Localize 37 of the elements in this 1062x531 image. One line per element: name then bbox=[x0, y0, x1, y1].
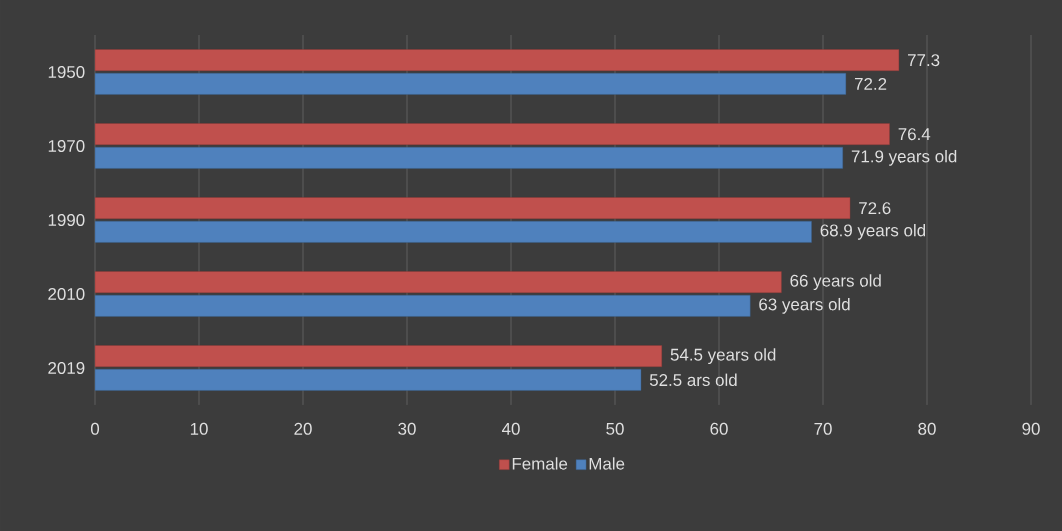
bar bbox=[94, 271, 782, 293]
legend-label: Female bbox=[512, 457, 568, 470]
bar bbox=[94, 345, 663, 367]
y-tick-label: 1990 bbox=[48, 213, 85, 226]
data-label: 54.5 years old bbox=[670, 348, 776, 365]
bar bbox=[94, 123, 890, 145]
x-tick-label: 90 bbox=[1022, 422, 1040, 435]
data-label: 63 years old bbox=[759, 297, 850, 314]
data-label: 66 years old bbox=[790, 274, 881, 291]
y-tick-label: 2010 bbox=[48, 287, 85, 300]
data-label: 71.9 years old bbox=[851, 149, 957, 166]
data-label: 72.6 bbox=[859, 202, 891, 215]
bar bbox=[94, 72, 847, 95]
bar bbox=[94, 197, 851, 219]
bar bbox=[94, 294, 751, 317]
bar bbox=[94, 368, 642, 391]
bar bbox=[94, 220, 812, 243]
data-label: 52.5 ars old bbox=[649, 373, 737, 387]
x-tick-label: 20 bbox=[294, 422, 312, 435]
y-tick-label: 2019 bbox=[48, 361, 85, 374]
x-tick-label: 50 bbox=[606, 422, 624, 435]
x-tick-label: 30 bbox=[398, 422, 416, 435]
bar bbox=[94, 49, 900, 71]
bar bbox=[94, 146, 843, 169]
data-label: 77.3 bbox=[908, 54, 940, 67]
y-tick-label: 1970 bbox=[48, 139, 85, 152]
y-tick-label: 1950 bbox=[48, 65, 85, 78]
x-tick-label: 40 bbox=[501, 422, 520, 435]
x-tick-label: 10 bbox=[190, 422, 208, 435]
data-label: 68.9 years old bbox=[820, 223, 926, 240]
x-tick-label: 60 bbox=[710, 422, 728, 435]
x-tick-label: 0 bbox=[90, 422, 100, 435]
data-label: 76.4 bbox=[898, 128, 931, 141]
legend-label: Male bbox=[589, 457, 625, 470]
data-label: 72.2 bbox=[854, 77, 887, 90]
x-tick-label: 70 bbox=[814, 422, 832, 435]
x-tick-label: 80 bbox=[918, 422, 936, 435]
